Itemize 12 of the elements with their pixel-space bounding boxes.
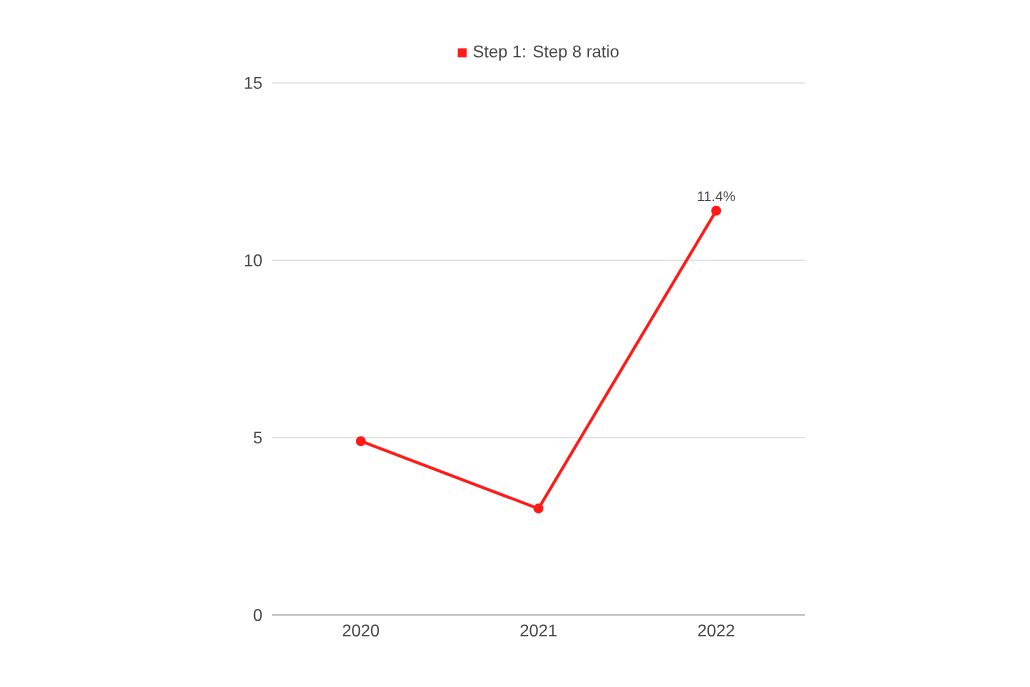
y-tick-label: 10	[244, 254, 262, 267]
point	[533, 503, 544, 514]
y-tick-label: 15	[244, 77, 262, 89]
y-tick-label: 0	[253, 608, 262, 621]
x-tick-label: 2020	[342, 624, 380, 637]
x-tick-label: 2021	[520, 624, 557, 637]
data-label: 11.4%	[697, 191, 735, 202]
legend-label: Step 1: Step 8 ratio	[473, 45, 619, 61]
point	[355, 436, 366, 447]
y-tick-label: 5	[253, 431, 262, 444]
x-tick-label: 2022	[698, 624, 735, 637]
point	[711, 205, 722, 216]
